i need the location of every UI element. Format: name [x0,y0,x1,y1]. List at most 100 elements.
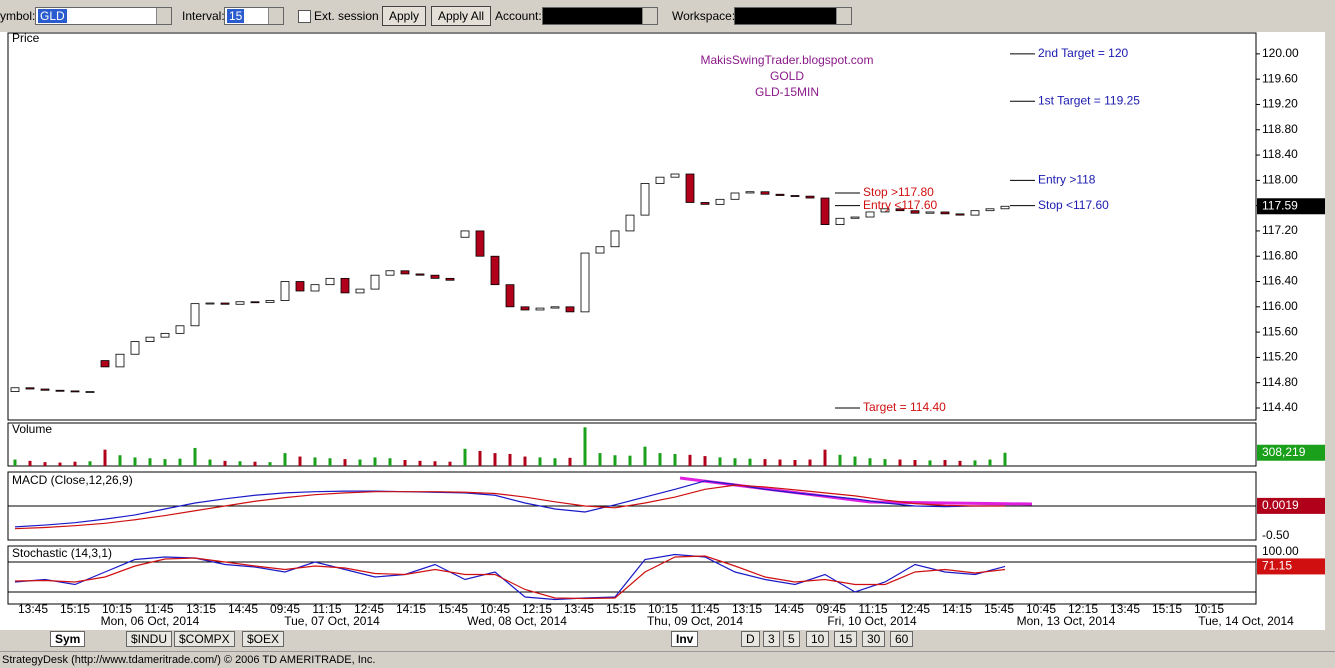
price-panel [7,32,1257,421]
volume-bar [808,459,812,466]
candle [85,391,95,393]
apply-button[interactable]: Apply [382,6,427,26]
candle [340,277,350,294]
volume-bar [883,459,887,466]
volume-bar [118,455,122,466]
x-tick-label: 12:15 [522,602,552,616]
tab[interactable]: 5 [783,631,800,647]
candle [190,303,200,327]
y-tick-label: 119.60 [1262,71,1298,85]
candle [505,284,515,308]
tab[interactable]: Sym [50,631,86,647]
volume-bar [553,458,557,466]
tab[interactable]: $COMPX [174,631,235,647]
tab[interactable]: D [741,631,760,647]
status-bar: StrategyDesk (http://www.tdameritrade.co… [0,651,1335,668]
x-tick-label: 14:15 [396,602,426,616]
volume-bar [43,462,47,466]
checkbox[interactable] [298,10,311,23]
volume-bar [358,459,362,466]
x-tick-label: 12:15 [1068,602,1098,616]
candle [760,191,770,195]
volume-bar [583,427,587,466]
y-tick-label: 118.40 [1262,147,1298,161]
candle [565,306,575,313]
candle [370,274,380,290]
volume-bar [328,458,332,466]
candle [310,284,320,292]
volume-bar [568,457,572,466]
x-tick-label: 09:45 [270,602,300,616]
macd-last-box [1257,497,1325,514]
volume-bar [898,459,902,466]
account-select[interactable] [542,7,658,25]
x-tick-label: 13:15 [186,602,216,616]
ext-session-label: Ext. session [314,9,379,23]
tab[interactable]: 30 [862,631,886,647]
y-tick-label: 116.40 [1262,274,1298,288]
volume-bar [853,456,857,466]
candle [820,197,830,226]
y-tick-label: -0.50 [1262,528,1290,542]
y-tick-label: 116.80 [1262,248,1298,262]
volume-bar [223,460,227,466]
annotation: 2nd Target = 120 [1038,46,1129,60]
x-tick-label: 12:45 [354,602,384,616]
volume-bar [238,461,242,466]
date-label: Tue, 14 Oct, 2014 [1198,614,1294,628]
symbol-label: ymbol: [0,9,36,23]
candle [655,176,665,184]
volume-bar [823,449,827,466]
tab[interactable]: $OEX [242,631,285,647]
stoch-last-box [1257,558,1325,575]
candle [670,173,680,178]
apply-all-button[interactable]: Apply All [431,6,492,26]
macd-title: MACD (Close,12,26,9) [12,473,133,487]
stoch-last-label: 71.15 [1262,559,1292,573]
tab[interactable]: $INDU [126,631,173,647]
volume-bar [58,462,62,466]
volume-bar [388,458,392,466]
x-tick-label: 10:15 [648,602,678,616]
tab[interactable]: 3 [763,631,780,647]
volume-bar [133,457,137,466]
interval-value: 15 [227,9,245,23]
x-tick-label: 15:15 [606,602,636,616]
candle [40,388,50,391]
workspace-select[interactable] [734,7,852,25]
candle [265,300,275,303]
candle [715,198,725,205]
tab[interactable]: 15 [834,631,858,647]
tab[interactable]: 60 [890,631,914,647]
annotation: Stop >117.80 [863,185,934,199]
x-tick-label: 15:45 [984,602,1014,616]
candle [700,202,710,205]
stochastic-panel [7,545,1257,605]
candle [880,208,890,213]
volume-bar [628,455,632,466]
annotation: Entry <117.60 [863,198,937,212]
stochastic-title: Stochastic (14,3,1) [12,546,112,560]
symbol-select[interactable]: GLD [35,7,172,25]
annotation: Stop <117.60 [1038,198,1109,212]
annotation: 1st Target = 119.25 [1038,93,1140,107]
tab[interactable]: Inv [671,631,699,647]
y-tick-label: 118.80 [1262,122,1298,136]
volume-bar [283,453,287,466]
volume-bar [418,460,422,466]
candle [595,246,605,254]
volume-bar [163,459,167,466]
tab[interactable]: 10 [806,631,830,647]
candle [580,252,590,313]
x-tick-label: 11:15 [858,602,887,616]
volume-bar [403,459,407,466]
candle [445,277,455,281]
volume-bar [1003,452,1007,466]
k-line [14,553,1006,601]
tab-bar: Sym $INDU $COMPX $OEX Inv D 3 5 10 15 30 60 [0,630,1335,648]
candle [175,325,185,334]
interval-select[interactable]: 15 [224,7,284,25]
symbol-value: GLD [38,9,67,23]
volume-bar [433,461,437,466]
volume-last-box [1257,444,1325,461]
